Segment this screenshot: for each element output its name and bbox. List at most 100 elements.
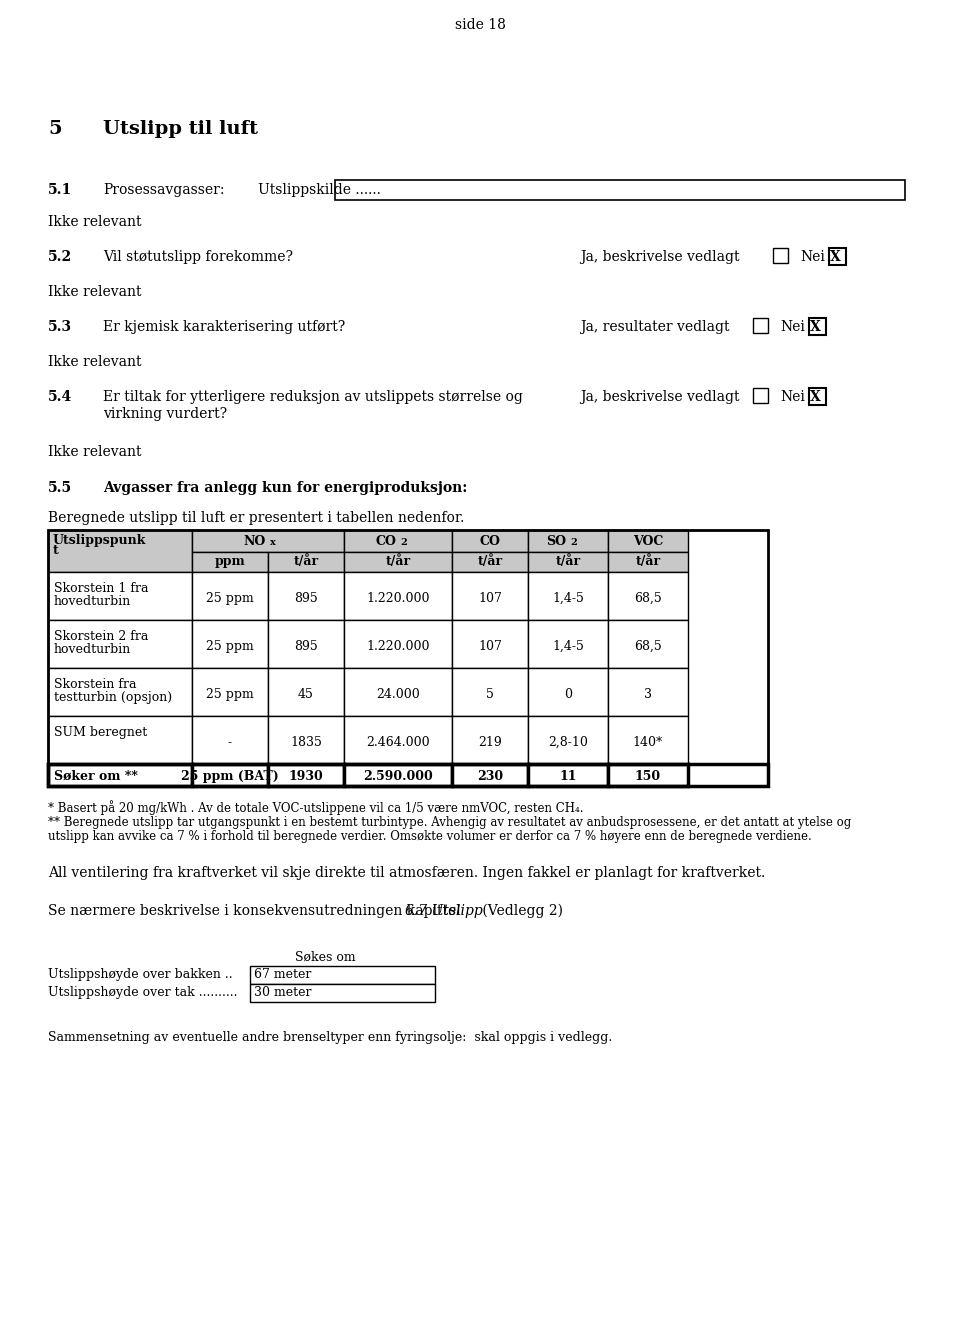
Bar — [268, 571, 344, 621]
Text: (Vedlegg 2): (Vedlegg 2) — [478, 904, 563, 918]
Text: 2.464.000: 2.464.000 — [366, 736, 430, 750]
Bar — [608, 571, 688, 621]
Text: 25 ppm (BAT): 25 ppm (BAT) — [181, 769, 278, 783]
Text: 30 meter: 30 meter — [254, 986, 311, 999]
Bar — [192, 764, 268, 785]
Bar — [192, 571, 268, 621]
Bar — [452, 530, 528, 552]
Text: 895: 895 — [294, 591, 318, 605]
Text: Ikke relevant: Ikke relevant — [48, 355, 141, 369]
Bar — [250, 983, 435, 1002]
Text: * Basert på 20 mg/kWh . Av de totale VOC-utslippene vil ca 1/5 være nmVOC, reste: * Basert på 20 mg/kWh . Av de totale VOC… — [48, 800, 584, 815]
Text: NO: NO — [244, 536, 266, 548]
Text: t/år: t/år — [636, 556, 660, 567]
Text: 219: 219 — [478, 736, 502, 750]
Text: 895: 895 — [294, 641, 318, 653]
Bar — [528, 552, 608, 571]
Text: CO: CO — [375, 536, 396, 548]
Text: 140*: 140* — [633, 736, 663, 750]
Text: 2: 2 — [570, 538, 577, 548]
Text: Ja, beskrivelse vedlagt: Ja, beskrivelse vedlagt — [580, 250, 739, 264]
Bar — [829, 249, 846, 264]
Text: 2.590.000: 2.590.000 — [363, 769, 433, 783]
Bar — [48, 716, 192, 764]
Text: VOC: VOC — [633, 536, 663, 548]
Bar — [48, 668, 192, 716]
Bar — [250, 966, 435, 983]
Bar — [268, 552, 344, 571]
Text: 5.2: 5.2 — [48, 250, 72, 264]
Bar — [528, 530, 608, 552]
Bar — [344, 716, 452, 764]
Text: 5: 5 — [486, 688, 494, 700]
Bar — [608, 552, 688, 571]
Text: Er kjemisk karakterisering utført?: Er kjemisk karakterisering utført? — [103, 320, 346, 334]
Bar — [344, 764, 452, 785]
Text: utslipp kan avvike ca 7 % i forhold til beregnede verdier. Omsøkte volumer er de: utslipp kan avvike ca 7 % i forhold til … — [48, 831, 812, 843]
Text: 1.220.000: 1.220.000 — [367, 591, 430, 605]
Text: Ja, beskrivelse vedlagt: Ja, beskrivelse vedlagt — [580, 389, 739, 404]
Text: Beregnede utslipp til luft er presentert i tabellen nedenfor.: Beregnede utslipp til luft er presentert… — [48, 510, 465, 525]
Text: 6.7 Utslipp: 6.7 Utslipp — [405, 904, 483, 918]
Bar — [528, 571, 608, 621]
Text: t/år: t/år — [385, 556, 411, 567]
Text: Utslippshøyde over tak ..........: Utslippshøyde over tak .......... — [48, 986, 237, 999]
Text: t/år: t/år — [477, 556, 503, 567]
Text: Utslippspunk: Utslippspunk — [53, 534, 146, 548]
Text: 107: 107 — [478, 641, 502, 653]
Text: Utslippskilde ......: Utslippskilde ...... — [258, 183, 381, 197]
Text: X: X — [810, 320, 821, 334]
Bar — [48, 530, 768, 785]
Text: Er tiltak for ytterligere reduksjon av utslippets størrelse og: Er tiltak for ytterligere reduksjon av u… — [103, 389, 523, 404]
Bar — [452, 668, 528, 716]
Bar — [452, 764, 528, 785]
Text: 3: 3 — [644, 688, 652, 700]
Bar — [753, 388, 768, 403]
Text: Nei: Nei — [780, 320, 804, 334]
Text: All ventilering fra kraftverket vil skje direkte til atmosfæren. Ingen fakkel er: All ventilering fra kraftverket vil skje… — [48, 867, 765, 880]
Bar — [344, 621, 452, 668]
Text: 2: 2 — [400, 538, 407, 548]
Bar — [192, 552, 268, 571]
Bar — [344, 552, 452, 571]
Text: ** Beregnede utslipp tar utgangspunkt i en bestemt turbintype. Avhengig av resul: ** Beregnede utslipp tar utgangspunkt i … — [48, 816, 852, 829]
Text: 45: 45 — [298, 688, 314, 700]
Bar — [528, 668, 608, 716]
Bar — [268, 668, 344, 716]
Text: Se nærmere beskrivelse i konsekvensutredningen kapittel: Se nærmere beskrivelse i konsekvensutred… — [48, 904, 466, 918]
Text: Ikke relevant: Ikke relevant — [48, 284, 141, 299]
Text: 5.1: 5.1 — [48, 183, 72, 197]
Bar — [268, 716, 344, 764]
Bar — [268, 764, 344, 785]
Text: Vil støtutslipp forekomme?: Vil støtutslipp forekomme? — [103, 250, 293, 264]
Text: Ja, resultater vedlagt: Ja, resultater vedlagt — [580, 320, 730, 334]
Bar — [608, 764, 688, 785]
Bar — [335, 179, 905, 199]
Text: 1,4-5: 1,4-5 — [552, 591, 584, 605]
Text: t: t — [53, 544, 59, 557]
Text: Utslipp til luft: Utslipp til luft — [103, 120, 258, 138]
Text: 1930: 1930 — [289, 769, 324, 783]
Bar — [48, 621, 192, 668]
Text: 150: 150 — [635, 769, 661, 783]
Bar — [528, 764, 608, 785]
Bar — [48, 530, 192, 571]
Text: SO: SO — [546, 536, 566, 548]
Text: Søker om **: Søker om ** — [54, 769, 138, 783]
Text: 230: 230 — [477, 769, 503, 783]
Bar — [48, 764, 192, 785]
Bar — [528, 716, 608, 764]
Bar — [48, 764, 768, 785]
Text: hovedturbin: hovedturbin — [54, 595, 132, 607]
Bar — [344, 530, 452, 552]
Bar — [809, 388, 826, 405]
Bar — [192, 621, 268, 668]
Text: Søkes om: Søkes om — [295, 952, 355, 964]
Text: 25 ppm: 25 ppm — [206, 641, 253, 653]
Text: Nei: Nei — [800, 250, 825, 264]
Text: X: X — [830, 250, 841, 264]
Text: Prosessavgasser:: Prosessavgasser: — [103, 183, 225, 197]
Text: side 18: side 18 — [455, 19, 505, 32]
Text: Ikke relevant: Ikke relevant — [48, 445, 141, 459]
Text: -: - — [228, 736, 232, 750]
